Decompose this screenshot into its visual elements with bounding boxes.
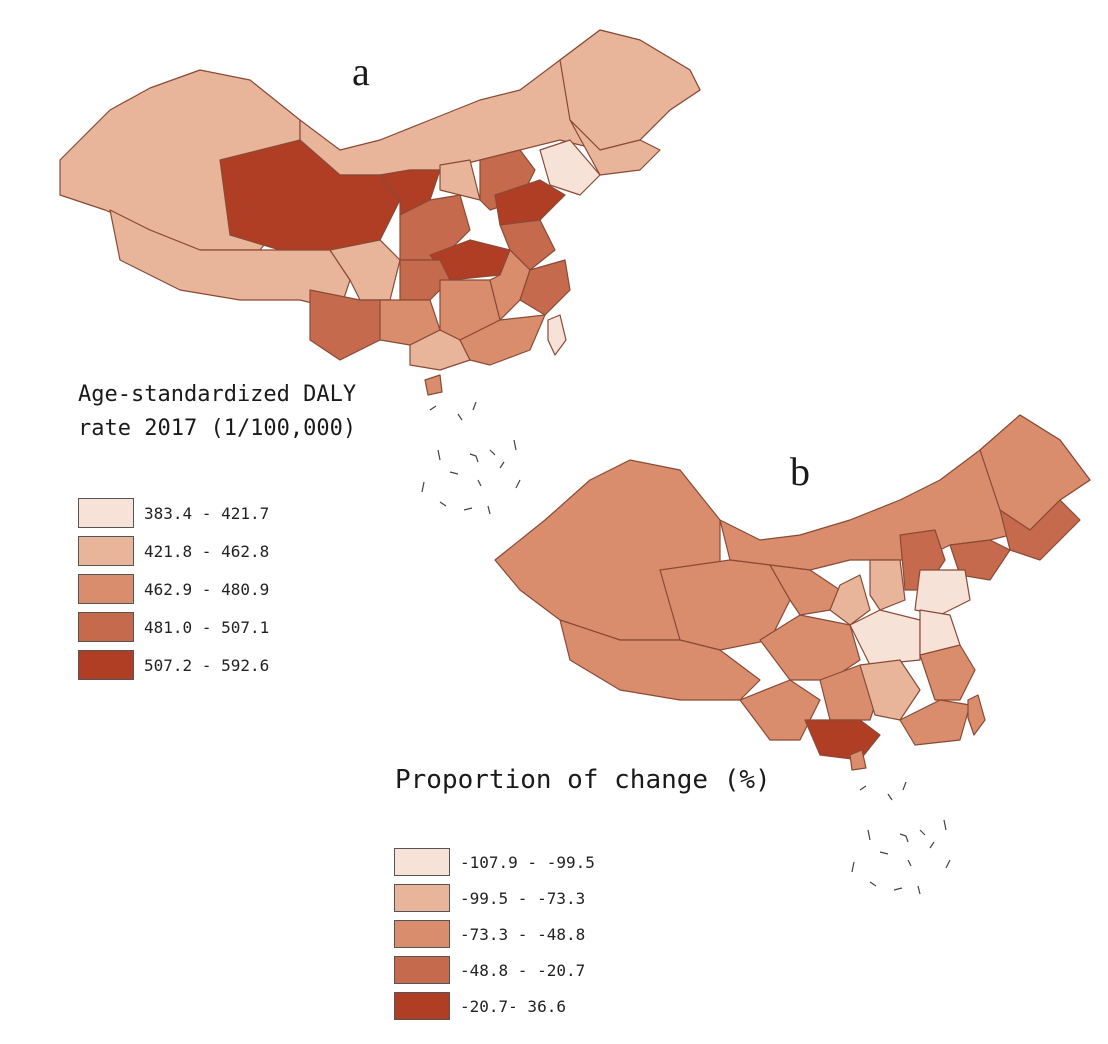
map-a-region-jiangsu-anhui	[499, 219, 556, 271]
legend-b-label-5: -20.7- 36.6	[460, 996, 566, 1016]
map-a-region-yunnan	[309, 289, 391, 361]
legend-title-a: Age-standardized DALY rate 2017 (1/100,0…	[78, 382, 357, 441]
map-b-region-xinjiang	[494, 459, 721, 641]
map-b-south-sea-islands	[851, 781, 951, 895]
legend-a-swatch-4	[78, 612, 134, 642]
legend-a-swatch-5	[78, 650, 134, 680]
legend-b-label-4: -48.8 - -20.7	[460, 960, 586, 980]
map-a-south-sea-islands	[421, 401, 521, 515]
legend-b-swatch-4	[394, 956, 450, 984]
panel-label-b: b	[790, 449, 810, 494]
legend-a-label-4: 481.0 - 507.1	[144, 617, 270, 637]
map-b-region-yunnan	[739, 679, 821, 741]
legend-b-swatch-1	[394, 848, 450, 876]
legend-b-label-2: -99.5 - -73.3	[460, 888, 586, 908]
map-a-region-shandong	[494, 179, 566, 226]
legend-b: -107.9 - -99.5 -99.5 - -73.3 -73.3 - -48.8…	[394, 848, 595, 1020]
map-a-region-taiwan	[547, 314, 567, 356]
legend-b-swatch-2	[394, 884, 450, 912]
map-a-region-liaoning	[539, 139, 601, 196]
legend-a-row-1: 383.4 - 421.7	[78, 498, 269, 528]
map-b-region-ningxia-shaanxi	[829, 574, 871, 626]
map-b-region-fujian-guangdong	[899, 699, 971, 746]
legend-a-row-5: 507.2 - 592.6	[78, 650, 269, 680]
legend-a-row-4: 481.0 - 507.1	[78, 612, 269, 642]
legend-b-swatch-5	[394, 992, 450, 1020]
map-b-region-tibet	[559, 619, 761, 701]
legend-a-row-2: 421.8 - 462.8	[78, 536, 269, 566]
map-b-region-shandong	[914, 569, 971, 616]
map-a-region-qinghai	[219, 139, 401, 251]
legend-a-swatch-1	[78, 498, 134, 528]
legend-b-row-1: -107.9 - -99.5	[394, 848, 595, 876]
map-a-region-shanxi	[439, 159, 481, 201]
legend-a-label-5: 507.2 - 592.6	[144, 655, 270, 675]
map-b-region-guangxi	[804, 719, 881, 761]
legend-a-swatch-2	[78, 536, 134, 566]
legend-b-label-1: -107.9 - -99.5	[460, 852, 595, 872]
legend-b-row-5: -20.7- 36.6	[394, 992, 595, 1020]
legend-b-row-4: -48.8 - -20.7	[394, 956, 595, 984]
legend-b-row-3: -73.3 - -48.8	[394, 920, 595, 948]
map-b-region-taiwan	[967, 694, 986, 736]
map-b-region-jiangxi-zhejiang	[919, 644, 976, 701]
legend-a-row-3: 462.9 - 480.9	[78, 574, 269, 604]
map-a-region-hainan	[424, 374, 443, 396]
legend-b-swatch-3	[394, 920, 450, 948]
legend-a-label-2: 421.8 - 462.8	[144, 541, 270, 561]
map-a-daly-2017	[59, 29, 701, 515]
legend-a-label-3: 462.9 - 480.9	[144, 579, 270, 599]
legend-b-label-3: -73.3 - -48.8	[460, 924, 586, 944]
map-a-region-tibet	[109, 209, 351, 311]
legend-a: 383.4 - 421.7 421.8 - 462.8 462.9 - 480.9 4…	[78, 498, 269, 680]
legend-a-label-1: 383.4 - 421.7	[144, 503, 270, 523]
map-b-region-henan	[849, 609, 921, 666]
map-b-region-hunan	[859, 659, 921, 721]
legend-b-row-2: -99.5 - -73.3	[394, 884, 595, 912]
map-a-region-guangdong	[459, 314, 546, 366]
map-b-region-hainan	[849, 749, 867, 771]
legend-a-swatch-3	[78, 574, 134, 604]
map-b-region-shanxi	[869, 559, 906, 611]
panel-label-a: a	[352, 49, 370, 94]
map-b-proportion-change	[494, 414, 1091, 895]
legend-title-b: Proportion of change (%)	[395, 765, 771, 795]
map-a-region-zhejiang-fujian	[519, 259, 571, 316]
